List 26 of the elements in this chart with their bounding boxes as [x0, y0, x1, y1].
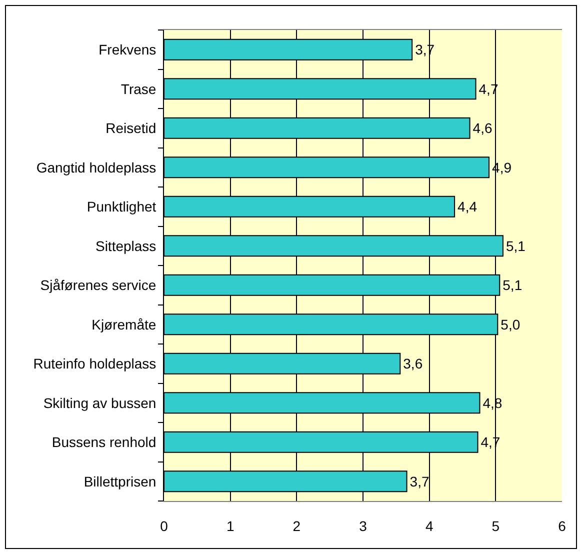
y-tick-label: Gangtid holdeplass — [36, 159, 156, 176]
x-tick-label: 2 — [292, 518, 301, 534]
x-tick-label: 3 — [359, 518, 368, 534]
y-tick-label: Sjåførenes service — [40, 277, 156, 294]
data-label: 5,1 — [502, 277, 522, 294]
x-tick-label: 1 — [226, 518, 234, 534]
data-label: 5,0 — [500, 316, 520, 332]
y-tick-label: Trase — [120, 80, 156, 97]
y-tick-label: Bussens renhold — [52, 434, 156, 450]
data-label: 4,4 — [458, 198, 478, 215]
x-tick-label: 0 — [160, 518, 168, 534]
y-tick-label: Ruteinfo holdeplass — [33, 356, 156, 372]
y-tick-label: Punktlighet — [86, 198, 156, 215]
data-label: 3,6 — [403, 356, 423, 372]
x-tick-label: 5 — [492, 518, 500, 534]
data-label: 5,1 — [506, 238, 526, 254]
x-tick-label: 6 — [558, 518, 566, 534]
y-tick-label: Skilting av bussen — [43, 394, 156, 411]
data-label: 3,7 — [410, 473, 430, 490]
y-tick-label: Kjøremåte — [92, 316, 156, 332]
y-tick-label: Frekvens — [98, 42, 156, 58]
data-label: 4,6 — [472, 120, 492, 136]
y-tick-label: Reisetid — [106, 120, 156, 136]
y-tick-label: Sitteplass — [95, 238, 156, 254]
x-tick-label: 4 — [425, 518, 434, 534]
y-tick-label: Billettprisen — [84, 473, 156, 490]
